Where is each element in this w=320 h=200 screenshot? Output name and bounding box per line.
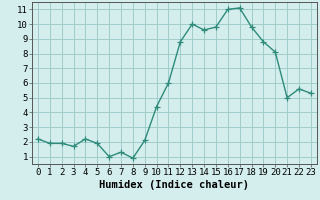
X-axis label: Humidex (Indice chaleur): Humidex (Indice chaleur) <box>100 180 249 190</box>
